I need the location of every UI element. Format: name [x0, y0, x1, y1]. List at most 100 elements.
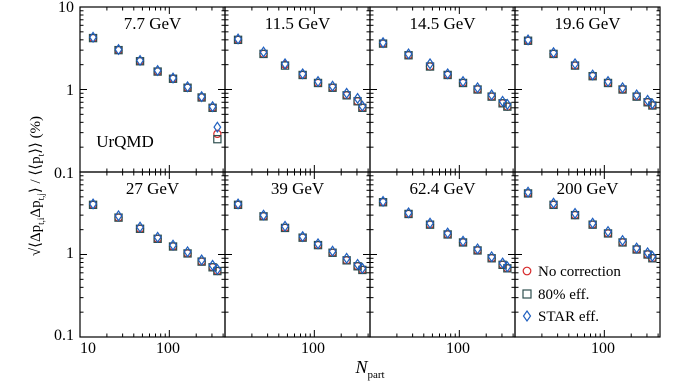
- x-axis-label-main: N: [354, 357, 368, 377]
- data-point-star-eff: [498, 257, 507, 269]
- panel-energy-label: 62.4 GeV: [409, 179, 476, 198]
- data-point-star-eff: [648, 250, 657, 263]
- y-axis-label-mid2: ⟩ / ⟨⟨p: [28, 156, 44, 193]
- data-point-80-eff: [213, 134, 222, 144]
- data-point-star-eff: [298, 230, 307, 243]
- data-point-star-eff: [379, 195, 388, 208]
- data-point-star-eff: [183, 80, 192, 93]
- data-point-star-eff: [213, 263, 222, 276]
- data-point-no-correction: [213, 129, 222, 139]
- legend-label-star-eff: STAR eff.: [538, 309, 599, 325]
- data-point-star-eff: [168, 239, 178, 251]
- data-point-star-eff: [353, 92, 362, 105]
- panel-19.6GeV: 19.6 GeV: [514, 6, 661, 173]
- x-axis-label-sub: part: [367, 369, 384, 381]
- data-point-star-eff: [208, 100, 217, 113]
- y-tick-label-1-bottom: 1: [66, 245, 74, 262]
- data-point-star-eff: [549, 197, 558, 209]
- panel-11.5GeV: 11.5 GeV: [224, 6, 371, 173]
- data-point-star-eff: [473, 243, 482, 255]
- data-point-star-eff: [259, 46, 268, 58]
- panel-14.5GeV: 14.5 GeV: [369, 6, 516, 173]
- data-point-star-eff: [588, 69, 597, 81]
- data-point-star-eff: [313, 75, 323, 88]
- y-tick-label-0.1-bottom: 0.1: [54, 327, 74, 344]
- y-axis-label-mid: Δp: [28, 200, 44, 217]
- data-point-80-eff: [425, 62, 435, 71]
- legend-label-80-eff: 80% eff.: [538, 287, 589, 303]
- data-point-star-eff: [603, 75, 613, 88]
- data-point-star-eff: [648, 97, 657, 110]
- y-tick-label-0.1-mid: 0.1: [54, 165, 74, 182]
- y-tick-label-10: 10: [58, 0, 74, 16]
- data-point-star-eff: [136, 54, 145, 67]
- y-axis-label-sub1: t,i: [36, 217, 46, 225]
- data-point-star-eff: [213, 121, 222, 133]
- data-point-star-eff: [571, 57, 580, 70]
- data-point-star-eff: [443, 227, 452, 239]
- panel-62.4GeV: 62.4 GeV: [369, 171, 516, 338]
- data-point-star-eff: [473, 81, 482, 94]
- data-point-star-eff: [487, 250, 496, 263]
- data-point-star-eff: [632, 89, 641, 101]
- x-tick-label-100-p2: 100: [301, 340, 325, 357]
- data-point-star-eff: [603, 225, 613, 238]
- data-point-star-eff: [643, 94, 652, 107]
- data-point-star-eff: [208, 259, 217, 272]
- data-point-star-eff: [588, 217, 597, 229]
- data-point-star-eff: [168, 72, 178, 84]
- x-tick-label-10: 10: [80, 340, 96, 357]
- legend-label-no-correction: No correction: [538, 264, 621, 280]
- legend-marker-80-eff: [522, 289, 532, 299]
- legend: No correction 80% eff. STAR eff.: [522, 264, 621, 325]
- data-point-star-eff: [487, 89, 496, 101]
- y-axis-label-end: ⟩⟩ (%): [28, 116, 44, 154]
- data-point-star-eff: [404, 48, 413, 60]
- data-point-star-eff: [498, 95, 507, 108]
- panel-energy-label: 11.5 GeV: [265, 14, 331, 33]
- data-point-star-eff: [458, 235, 468, 248]
- data-point-star-eff: [503, 260, 512, 273]
- data-point-star-eff: [197, 254, 206, 266]
- x-tick-label-100-p3: 100: [446, 340, 470, 357]
- data-point-star-eff: [136, 221, 145, 233]
- data-point-star-eff: [342, 87, 351, 100]
- data-point-star-eff: [443, 67, 452, 80]
- data-point-star-eff: [342, 252, 351, 265]
- y-axis-label-sub3: t: [36, 153, 46, 156]
- legend-marker-no-correction: [522, 266, 532, 276]
- data-point-star-eff: [313, 237, 323, 250]
- panel-energy-label: 39 GeV: [271, 179, 325, 198]
- data-point-star-eff: [524, 186, 533, 198]
- data-point-80-eff: [353, 97, 362, 106]
- data-point-star-eff: [503, 98, 512, 111]
- data-point-star-eff: [404, 206, 413, 219]
- panels-group: 7.7 GeV 11.5 GeV 14.5 GeV 19.6 GeV 27 GeV 39 …: [79, 6, 661, 338]
- data-point-star-eff: [281, 220, 290, 233]
- panel-200GeV: 200 GeV: [514, 171, 661, 338]
- data-point-star-eff: [298, 67, 307, 80]
- data-point-star-eff: [632, 242, 641, 254]
- data-point-star-eff: [549, 46, 558, 59]
- data-point-star-eff: [153, 231, 162, 244]
- data-point-star-eff: [328, 245, 337, 257]
- data-point-star-eff: [153, 64, 162, 77]
- data-point-star-eff: [524, 33, 533, 46]
- data-point-star-eff: [426, 217, 435, 229]
- data-point-star-eff: [89, 198, 98, 210]
- panel-39GeV: 39 GeV: [224, 171, 371, 338]
- panel-27GeV: 27 GeV: [79, 171, 226, 338]
- data-point-star-eff: [353, 258, 362, 271]
- panel-energy-label: 200 GeV: [557, 179, 620, 198]
- x-tick-label-100-p1: 100: [156, 340, 180, 357]
- data-point-star-eff: [618, 81, 627, 94]
- x-axis-label: Npart: [354, 357, 384, 381]
- data-point-star-eff: [234, 198, 243, 210]
- panel-energy-label: 7.7 GeV: [124, 14, 182, 33]
- panel-energy-label: 14.5 GeV: [409, 14, 476, 33]
- data-point-star-eff: [234, 33, 243, 45]
- data-point-star-eff: [259, 209, 268, 221]
- data-point-star-eff: [89, 31, 98, 44]
- data-point-star-eff: [197, 90, 206, 103]
